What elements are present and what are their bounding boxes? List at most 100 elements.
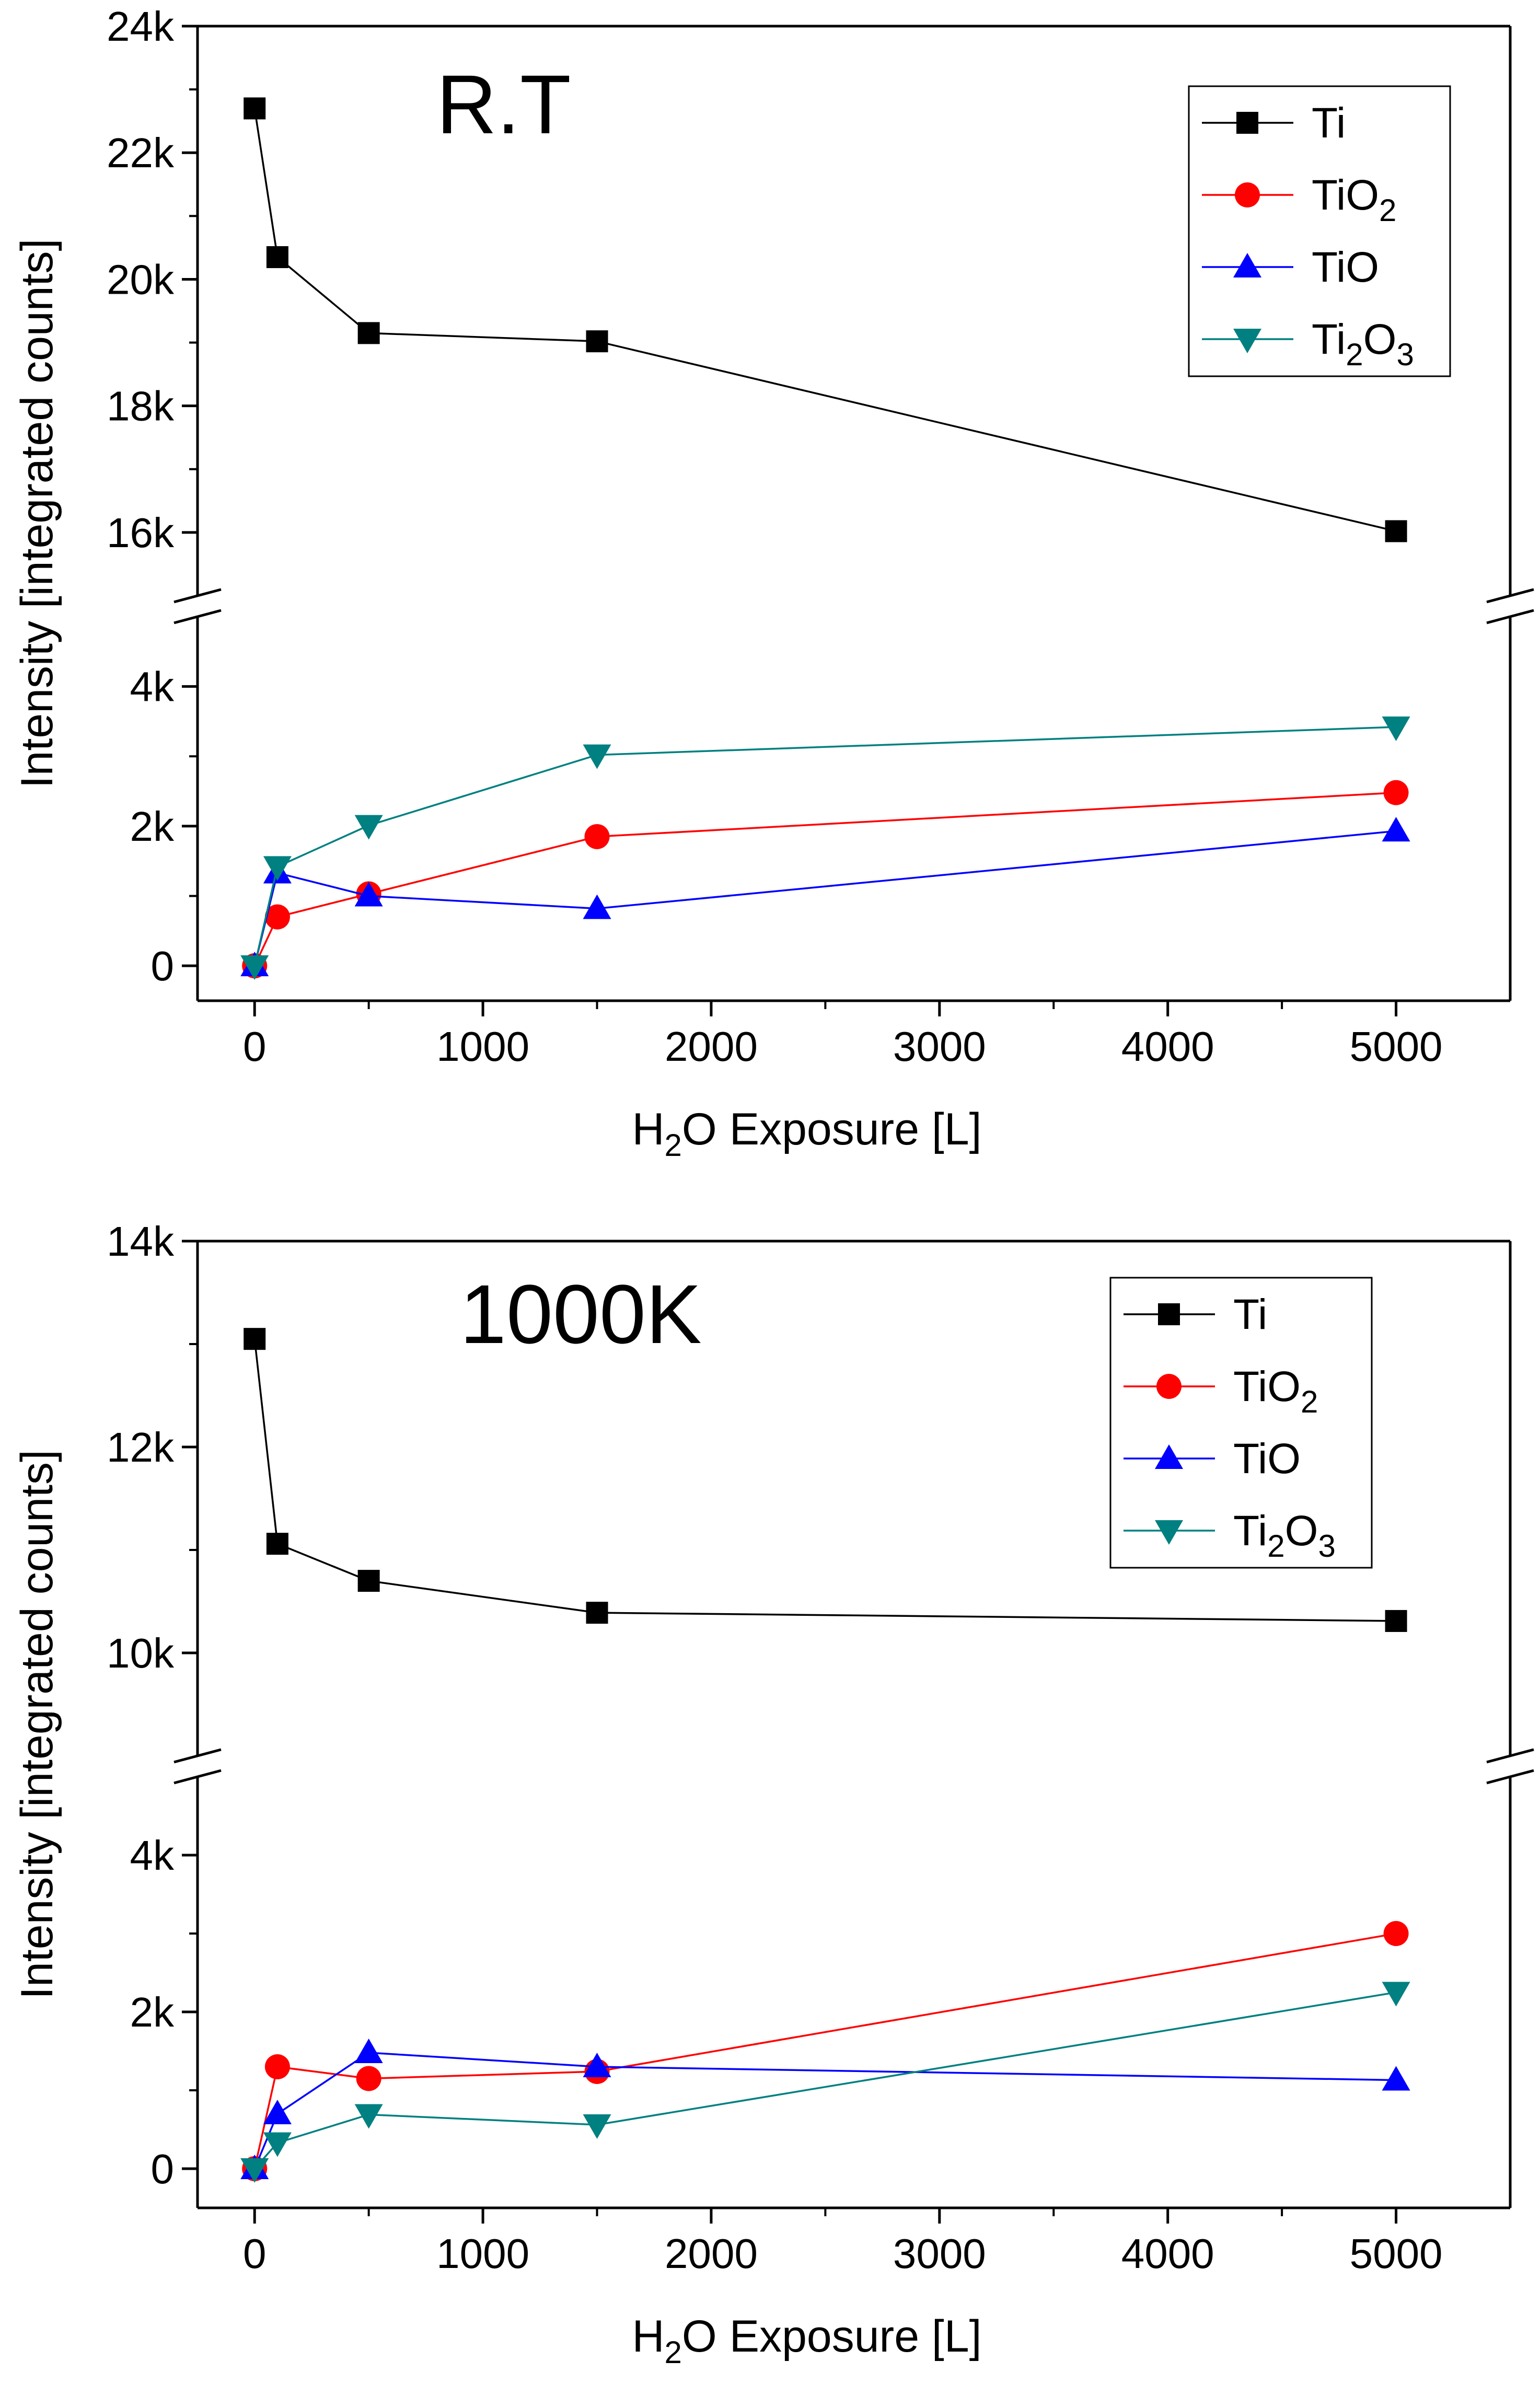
data-point-TiO bbox=[1382, 2066, 1410, 2091]
data-point-TiO2 bbox=[356, 2066, 381, 2091]
legend-label-Ti: Ti bbox=[1233, 1291, 1267, 1338]
legend-marker-Ti2O3 bbox=[1233, 329, 1261, 353]
y-tick-label-upper: 20k bbox=[107, 256, 175, 303]
series-Ti bbox=[244, 1328, 1407, 1632]
data-point-Ti2O3 bbox=[263, 856, 292, 881]
chart-panel-0: 0 1000 2000 3000 4000 5000 16k 18k 20k 22k 24k 0 2k 4… bbox=[12, 3, 1534, 1163]
series-TiO bbox=[240, 2039, 1410, 2179]
series-Ti bbox=[244, 97, 1407, 542]
data-point-Ti bbox=[266, 246, 288, 269]
legend-marker-Ti bbox=[1236, 112, 1258, 134]
legend-marker-TiO bbox=[1233, 253, 1261, 277]
x-tick-label: 4000 bbox=[1121, 1023, 1214, 1070]
x-tick-label: 0 bbox=[243, 2230, 267, 2277]
series-line-TiO2 bbox=[253, 1932, 1396, 2169]
data-point-Ti2O3 bbox=[1382, 716, 1410, 742]
data-point-Ti bbox=[586, 1602, 608, 1624]
data-point-Ti bbox=[357, 1570, 380, 1592]
data-point-Ti2O3 bbox=[240, 955, 269, 980]
legend-marker-TiO bbox=[1155, 1444, 1183, 1469]
data-point-TiO2 bbox=[264, 2054, 290, 2079]
y-tick-label-upper: 16k bbox=[107, 510, 175, 556]
series-line-Ti2O3 bbox=[253, 726, 1396, 966]
x-axis-title: H2O Exposure [L] bbox=[632, 2311, 981, 2370]
legend: Ti TiO2 TiO Ti2O3 bbox=[1188, 85, 1451, 377]
legend-label-TiO: TiO bbox=[1312, 244, 1379, 291]
legend-marker-TiO2 bbox=[1235, 182, 1260, 207]
data-point-Ti bbox=[1385, 520, 1407, 542]
x-tick-label: 0 bbox=[243, 1023, 267, 1070]
series-Ti2O3 bbox=[240, 716, 1410, 980]
legend-label-TiO: TiO bbox=[1233, 1435, 1301, 1483]
data-point-TiO2 bbox=[1383, 780, 1409, 805]
data-point-TiO2 bbox=[1383, 1921, 1409, 1946]
data-point-TiO bbox=[354, 2039, 383, 2063]
legend-box bbox=[1188, 85, 1451, 377]
x-tick-label: 5000 bbox=[1350, 1023, 1443, 1070]
x-tick-label: 1000 bbox=[436, 2230, 529, 2277]
y-tick-label-lower: 0 bbox=[151, 943, 175, 989]
data-point-TiO bbox=[1382, 817, 1410, 842]
y-tick-label-lower: 4k bbox=[130, 1832, 175, 1879]
data-point-TiO2 bbox=[584, 824, 610, 849]
chart-panel-1: 0 1000 2000 3000 4000 5000 10k 12k 14k 0 2k 4k H2O E… bbox=[12, 1218, 1534, 2370]
data-point-Ti bbox=[244, 97, 266, 120]
x-axis-title: H2O Exposure [L] bbox=[632, 1104, 981, 1163]
data-point-Ti bbox=[266, 1533, 288, 1555]
y-axis-title: Intensity [integrated counts] bbox=[12, 1450, 62, 1999]
legend-marker-Ti2O3 bbox=[1155, 1520, 1183, 1545]
x-tick-label: 2000 bbox=[665, 2230, 758, 2277]
axis-break-mark-0-a bbox=[173, 588, 222, 604]
legend-marker-TiO2 bbox=[1156, 1374, 1182, 1399]
y-tick-label-lower: 2k bbox=[130, 803, 175, 850]
series-line-TiO bbox=[253, 830, 1396, 966]
y-axis-title: Intensity [integrated counts] bbox=[12, 239, 62, 789]
data-point-Ti2O3 bbox=[1382, 1982, 1410, 2007]
axis-break-mark-1-a bbox=[1486, 588, 1534, 604]
data-point-TiO bbox=[263, 2100, 292, 2124]
series-line-TiO bbox=[253, 2052, 1396, 2169]
x-tick-label: 1000 bbox=[436, 1023, 529, 1070]
legend-label-TiO2: TiO2 bbox=[1233, 1363, 1318, 1419]
data-point-TiO bbox=[583, 2053, 611, 2077]
x-tick-label: 3000 bbox=[893, 1023, 986, 1070]
axis-break-mark-0-a bbox=[173, 1748, 222, 1764]
data-point-Ti2O3 bbox=[240, 2158, 269, 2183]
data-point-Ti bbox=[1385, 1610, 1407, 1632]
x-tick-label: 2000 bbox=[665, 1023, 758, 1070]
series-line-TiO2 bbox=[253, 792, 1396, 966]
legend-label-Ti: Ti bbox=[1312, 99, 1346, 147]
legend: Ti TiO2 TiO Ti2O3 bbox=[1109, 1277, 1373, 1569]
y-tick-label-lower: 2k bbox=[130, 1989, 175, 2035]
data-point-Ti2O3 bbox=[263, 2132, 292, 2157]
legend-label-Ti2O3: Ti2O3 bbox=[1233, 1507, 1336, 1564]
axis-break-mark-0-b bbox=[173, 609, 222, 624]
panel-label: R.T bbox=[436, 57, 571, 151]
data-point-TiO bbox=[354, 882, 383, 907]
x-tick-label: 4000 bbox=[1121, 2230, 1214, 2277]
legend-label-TiO2: TiO2 bbox=[1312, 171, 1396, 228]
y-tick-label-upper: 12k bbox=[107, 1424, 175, 1471]
data-point-Ti2O3 bbox=[354, 815, 383, 840]
axis-break-mark-1-b bbox=[1486, 609, 1534, 624]
panel-label: 1000K bbox=[460, 1267, 702, 1361]
data-point-Ti bbox=[244, 1328, 266, 1350]
y-tick-label-lower: 0 bbox=[151, 2146, 175, 2192]
data-point-Ti bbox=[586, 330, 608, 353]
data-point-Ti bbox=[357, 322, 380, 344]
series-line-Ti2O3 bbox=[253, 1991, 1396, 2170]
y-tick-label-upper: 22k bbox=[107, 130, 175, 176]
y-tick-label-upper: 10k bbox=[107, 1630, 175, 1676]
data-point-Ti2O3 bbox=[354, 2104, 383, 2129]
data-point-Ti2O3 bbox=[583, 744, 611, 769]
axis-break-mark-1-b bbox=[1486, 1769, 1534, 1785]
y-tick-label-lower: 4k bbox=[130, 664, 175, 710]
y-tick-label-upper: 24k bbox=[107, 3, 175, 50]
axis-break-mark-0-b bbox=[173, 1769, 222, 1785]
legend-marker-Ti bbox=[1158, 1303, 1180, 1325]
legend-box bbox=[1109, 1277, 1373, 1569]
series-TiO2 bbox=[242, 1921, 1409, 2181]
y-tick-label-upper: 18k bbox=[107, 383, 175, 430]
series-Ti2O3 bbox=[240, 1982, 1410, 2183]
